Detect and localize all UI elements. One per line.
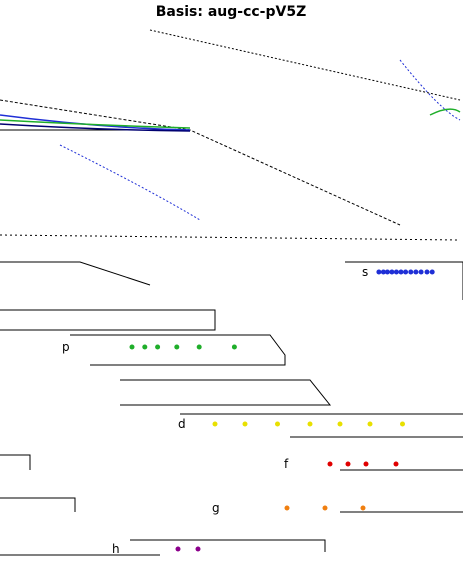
curve-navy: [0, 123, 191, 132]
marker-s-9: [418, 269, 424, 275]
shelf-right: [345, 261, 463, 300]
panel-label-p: p: [62, 340, 70, 354]
marker-g-2: [360, 505, 366, 511]
panel-label-s: s: [362, 265, 368, 279]
curve-green-right: [429, 108, 461, 116]
panel-frames: [0, 29, 463, 556]
top-panel-curves: [0, 59, 461, 221]
marker-g-1: [322, 505, 328, 511]
marker-g-0: [284, 505, 290, 511]
panel-label-f: f: [284, 457, 289, 471]
marker-p-4: [196, 344, 202, 350]
marker-s-11: [429, 269, 435, 275]
marker-d-5: [367, 421, 373, 427]
bar-g-frame: [0, 497, 463, 513]
data-markers: s p d f g h: [62, 265, 435, 556]
marker-p-2: [155, 344, 161, 350]
marker-f-1: [345, 461, 351, 467]
mid-floor-line: [0, 234, 461, 241]
shelf-left-top: [0, 261, 151, 286]
marker-s-4: [393, 269, 399, 275]
marker-d-3: [307, 421, 313, 427]
marker-s-1: [380, 269, 386, 275]
marker-s-5: [398, 269, 404, 275]
marker-s-3: [389, 269, 395, 275]
curve-blue-right: [399, 59, 461, 121]
marker-s-6: [403, 269, 409, 275]
marker-d-2: [275, 421, 280, 427]
marker-d-6: [400, 421, 405, 427]
marker-p-1: [142, 344, 148, 350]
marker-s-10: [424, 269, 430, 275]
shelf-left-bottom: [0, 309, 216, 331]
marker-d-4: [337, 421, 343, 427]
bar-h-frame: [0, 539, 326, 556]
curve-green: [0, 119, 191, 129]
shelf-center: [70, 334, 286, 366]
marker-f-0: [327, 461, 333, 467]
chart-title: Basis: aug-cc-pV5Z: [156, 4, 306, 20]
marker-f-3: [393, 461, 399, 467]
curve-blue-fall: [59, 144, 201, 221]
panel-label-g: g: [212, 501, 220, 515]
marker-h-0: [175, 546, 181, 552]
marker-p-0: [129, 344, 135, 350]
marker-p-5: [231, 344, 237, 350]
marker-d-0: [212, 421, 218, 427]
marker-s-8: [413, 269, 419, 275]
upper-diagonal: [0, 99, 401, 226]
marker-s-7: [408, 269, 414, 275]
marker-s-0: [376, 269, 382, 275]
marker-d-1: [242, 421, 248, 427]
top-ridge-line: [149, 29, 461, 101]
marker-s-2: [384, 269, 390, 275]
shelf-center-low: [120, 379, 332, 406]
panel-label-d: d: [178, 417, 186, 431]
panel-label-h: h: [112, 542, 120, 556]
marker-h-1: [195, 546, 201, 552]
marker-p-3: [174, 344, 180, 350]
marker-f-2: [363, 461, 369, 467]
bar-f-frame: [0, 436, 463, 471]
